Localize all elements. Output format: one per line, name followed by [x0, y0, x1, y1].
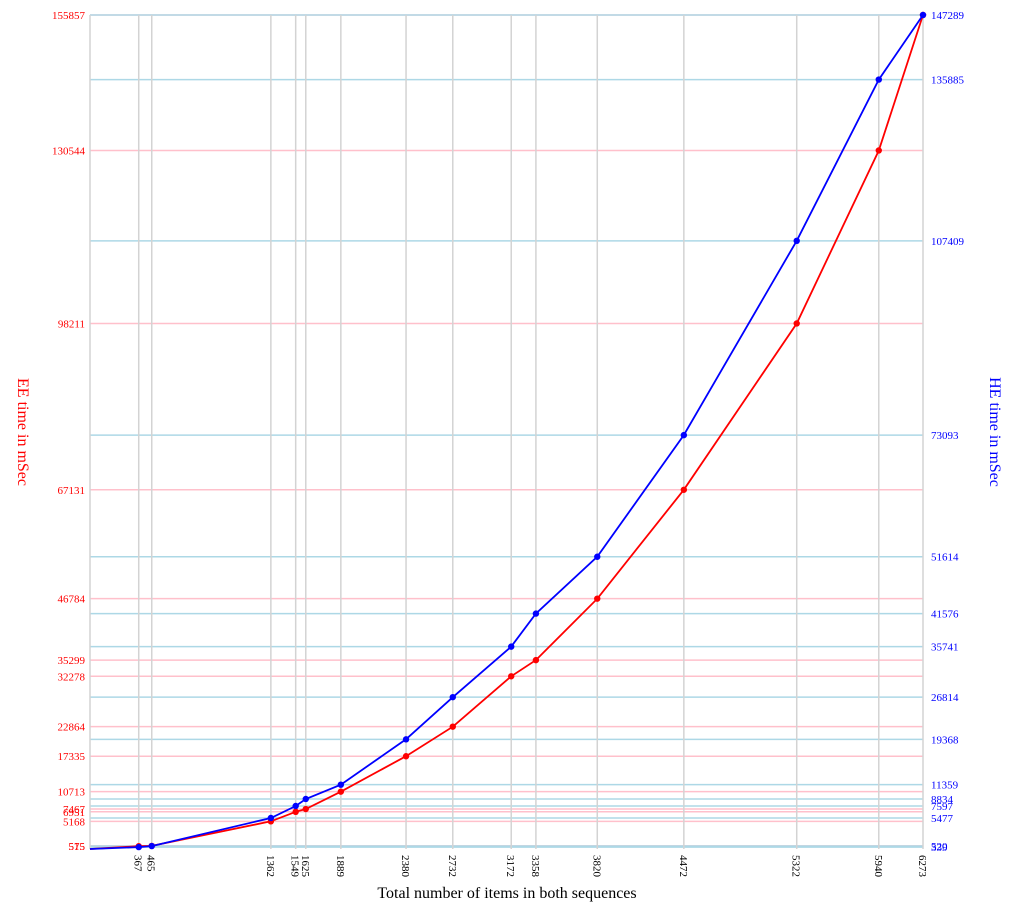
x-tick-label: 1625 — [299, 855, 311, 878]
ee-tick-label: 32278 — [58, 671, 86, 683]
he-tick-label: 339 — [931, 842, 948, 854]
ee-data-point — [402, 753, 410, 760]
he-data-point — [680, 431, 688, 439]
ee-tick-label: 575 — [69, 841, 86, 853]
he-tick-label: 147289 — [931, 10, 965, 22]
x-tick-label: 2380 — [399, 855, 411, 878]
ee-tick-label: 67131 — [58, 485, 86, 497]
he-data-point — [449, 693, 456, 701]
ee-data-point — [337, 788, 345, 795]
ee-tick-label: 6951 — [63, 807, 85, 819]
he-data-point — [148, 842, 155, 850]
ee-data-point — [292, 808, 299, 816]
x-tick-label: 1362 — [264, 855, 276, 877]
ee-data-point — [302, 805, 309, 813]
he-data-point — [793, 237, 800, 245]
ee-tick-label: 7467 — [63, 804, 86, 816]
x-tick-label: 4472 — [677, 855, 689, 877]
x-tick-label: 3358 — [529, 855, 541, 878]
he-data-point — [292, 802, 299, 810]
ee-data-point — [594, 595, 601, 602]
ee-tick-label: 130544 — [52, 145, 86, 157]
ee-data-point — [449, 723, 456, 730]
ee-tick-label: 515 — [69, 841, 86, 853]
he-data-point — [594, 553, 601, 560]
he-gridlines — [90, 14, 923, 848]
he-series-line — [89, 14, 924, 850]
x-tick-label: 6273 — [916, 855, 928, 878]
he-data-point — [508, 643, 515, 650]
he-tick-label: 11359 — [931, 780, 959, 792]
he-tick-label: 520 — [931, 841, 948, 853]
he-tick-label: 35741 — [931, 642, 959, 654]
x-tick-label: 465 — [145, 855, 157, 872]
he-tick-label: 51614 — [931, 552, 959, 564]
y-left-axis-title: EE time in mSec — [14, 378, 31, 486]
he-data-point — [875, 76, 882, 83]
x-tick-label: 3820 — [590, 855, 602, 878]
he-data-point — [337, 781, 345, 788]
he-tick-label: 26814 — [931, 692, 959, 704]
he-data-point — [402, 736, 410, 743]
ee-data-point — [875, 147, 882, 154]
x-tick-label: 367 — [132, 855, 144, 872]
y-right-axis-title: HE time in mSec — [986, 377, 1003, 487]
he-tick-label: 5477 — [931, 813, 954, 825]
he-tick-label: 8834 — [931, 794, 954, 806]
ee-gridlines — [90, 14, 923, 847]
he-data-point — [302, 795, 309, 803]
ee-tick-label: 10713 — [58, 787, 86, 799]
series-layer — [89, 11, 927, 851]
he-data-point — [135, 843, 142, 851]
he-data-point — [267, 814, 275, 822]
x-tick-label: 1549 — [289, 855, 301, 878]
ee-tick-label: 98211 — [58, 318, 85, 330]
he-data-point — [919, 11, 927, 19]
ee-tick-label: 155857 — [52, 10, 86, 22]
he-tick-label: 107409 — [931, 236, 965, 248]
he-tick-label: 41576 — [931, 609, 959, 621]
x-tick-label: 3172 — [504, 855, 516, 877]
he-data-point — [532, 610, 540, 617]
ee-tick-label: 5168 — [63, 816, 86, 828]
ee-data-point — [680, 486, 688, 493]
he-tick-label: 7597 — [931, 801, 954, 813]
he-tick-label: 135885 — [931, 75, 965, 87]
ee-tick-label: 17335 — [58, 751, 86, 763]
x-gridlines — [89, 15, 924, 849]
x-tick-label: 5940 — [872, 855, 884, 878]
x-tick-label: 2732 — [446, 855, 458, 877]
x-axis-title: Total number of items in both sequences — [377, 885, 636, 902]
ee-tick-label: 22864 — [58, 722, 86, 734]
ee-tick-label: 46784 — [58, 594, 86, 606]
he-tick-label: 73093 — [931, 430, 959, 442]
ee-data-point — [508, 673, 515, 680]
x-tick-label: 1889 — [334, 855, 346, 878]
x-tick-label: 5322 — [790, 855, 802, 877]
ee-series-line — [89, 14, 924, 850]
ee-data-point — [532, 656, 540, 664]
ee-data-point — [793, 320, 800, 327]
ee-tick-label: 35299 — [58, 655, 86, 667]
he-tick-label: 19368 — [931, 734, 959, 746]
